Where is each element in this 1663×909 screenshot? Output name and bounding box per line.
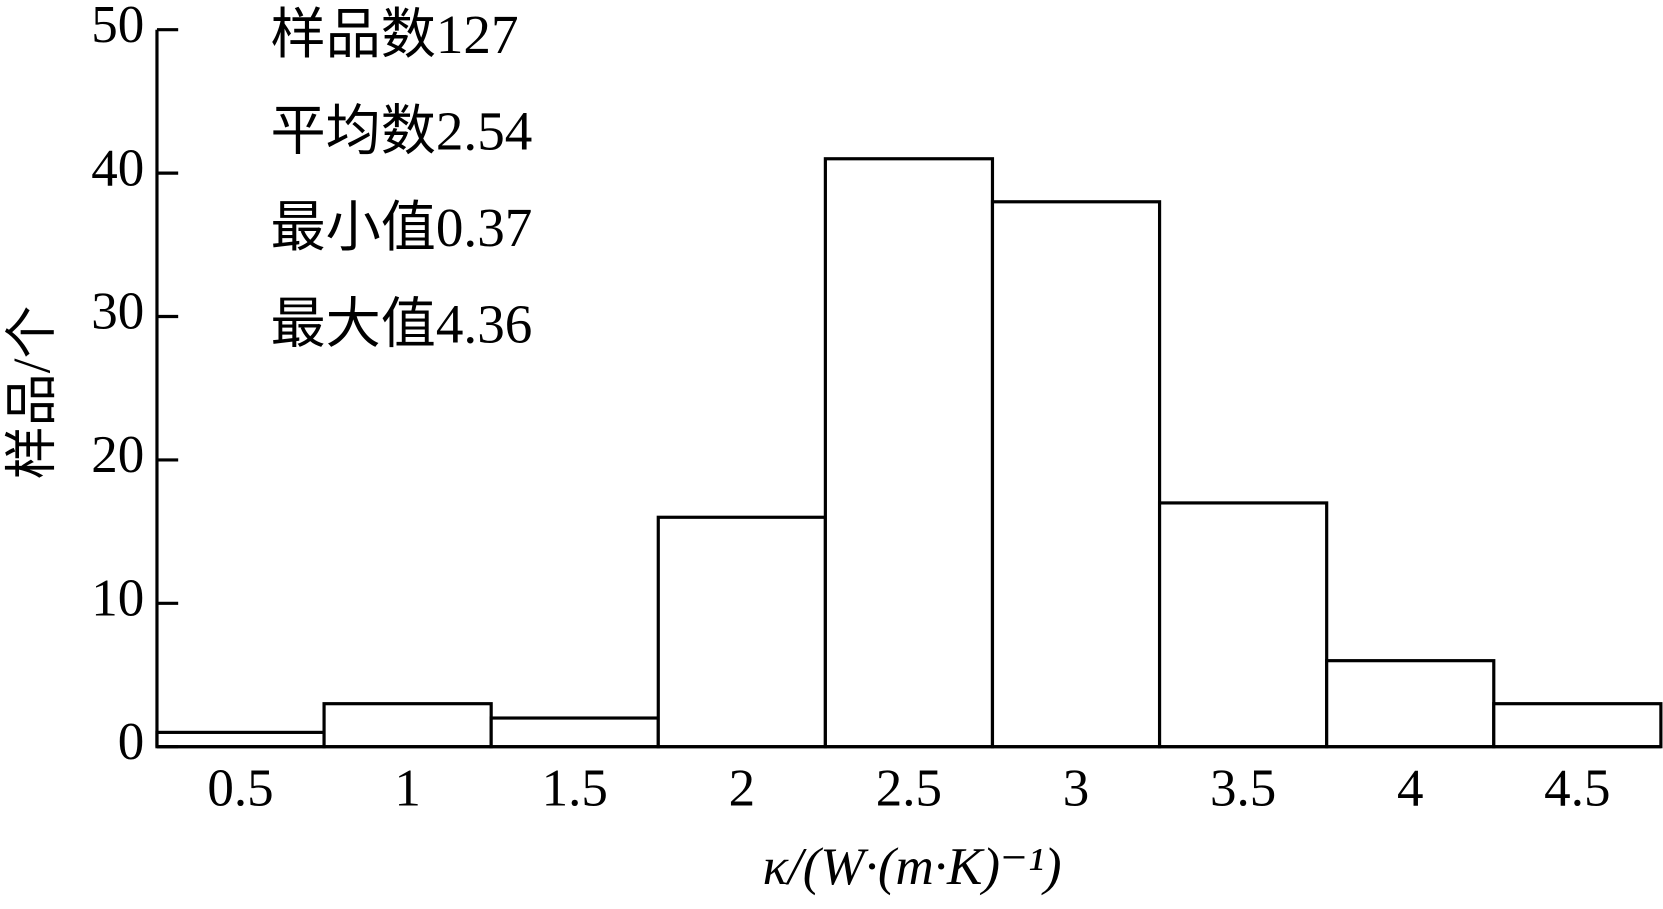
bar bbox=[1157, 501, 1329, 749]
y-tick-label: 20 bbox=[91, 426, 144, 484]
y-tick-label: 30 bbox=[91, 283, 144, 341]
x-tick-label: 2 bbox=[729, 760, 756, 818]
x-tick-label: 3 bbox=[1063, 760, 1090, 818]
y-axis-label: 样品/个 bbox=[3, 306, 61, 480]
bar bbox=[823, 157, 995, 749]
bar bbox=[489, 716, 660, 749]
bar bbox=[656, 515, 827, 749]
annotation: 样品数127 bbox=[270, 4, 518, 65]
x-tick-label: 1 bbox=[394, 760, 421, 818]
bar bbox=[1492, 702, 1663, 749]
annotation: 最大值4.36 bbox=[270, 294, 532, 355]
y-tick-label: 10 bbox=[91, 569, 144, 627]
y-tick-label: 50 bbox=[91, 0, 144, 54]
x-tick-label: 4 bbox=[1397, 760, 1424, 818]
x-tick-label: 4.5 bbox=[1544, 760, 1610, 818]
y-tick-label: 40 bbox=[91, 139, 144, 197]
bar bbox=[322, 702, 493, 749]
x-tick-label: 0.5 bbox=[207, 760, 273, 818]
x-tick-label: 2.5 bbox=[876, 760, 942, 818]
x-tick-label: 3.5 bbox=[1210, 760, 1276, 818]
annotation: 平均数2.54 bbox=[270, 100, 532, 161]
bar bbox=[990, 200, 1162, 749]
x-axis-label: κ/(W·(m·K)⁻¹) bbox=[763, 838, 1062, 896]
x-tick-label: 1.5 bbox=[542, 760, 608, 818]
bar bbox=[1325, 659, 1496, 749]
y-tick-label: 0 bbox=[118, 713, 145, 771]
annotation: 最小值0.37 bbox=[270, 197, 532, 258]
bar bbox=[155, 730, 326, 749]
